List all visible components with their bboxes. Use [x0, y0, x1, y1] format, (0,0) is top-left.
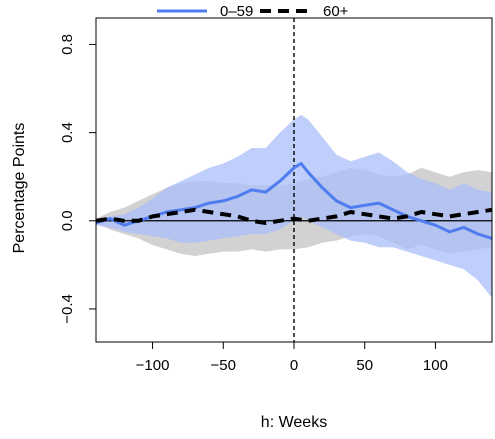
- y-axis: −0.4 0.0 0.4 0.8: [59, 34, 96, 324]
- legend: 0–59 60+: [157, 3, 349, 20]
- y-tick-label: 0.0: [59, 210, 76, 231]
- y-axis-label: Percentage Points: [11, 123, 28, 254]
- x-tick-label: −50: [211, 357, 236, 374]
- series-line-0: [95, 162, 493, 240]
- x-axis: −100 −50 0 50 100: [136, 342, 448, 374]
- x-tick-label: 50: [356, 357, 373, 374]
- x-tick-label: 0: [290, 357, 298, 374]
- series-lines: [95, 162, 493, 240]
- confidence-bands: [96, 115, 492, 298]
- x-tick-label: −100: [136, 357, 170, 374]
- legend-label-1: 60+: [323, 3, 349, 20]
- x-axis-label: h: Weeks: [261, 414, 327, 431]
- legend-label-0: 0–59: [220, 3, 253, 20]
- y-tick-label: 0.8: [59, 34, 76, 55]
- y-tick-label: 0.4: [59, 122, 76, 143]
- y-tick-label: −0.4: [59, 294, 76, 324]
- confidence-band-0: [96, 115, 492, 298]
- series-line-1: [95, 207, 493, 225]
- x-tick-label: 100: [423, 357, 448, 374]
